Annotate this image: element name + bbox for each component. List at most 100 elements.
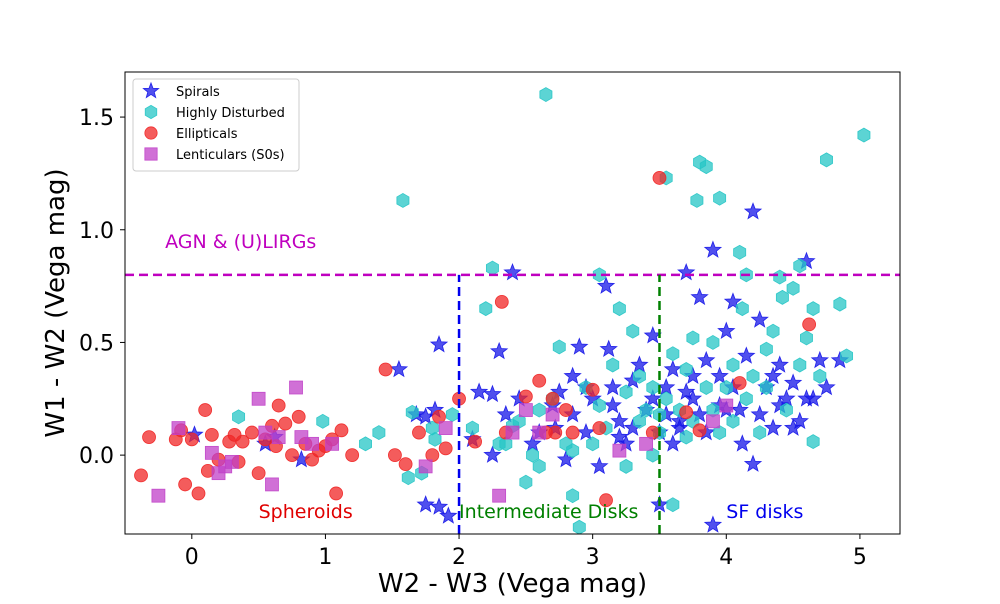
legend-marker-highly-disturbed (145, 105, 157, 118)
intermediate-label: Intermediate Disks (459, 501, 638, 523)
highly-disturbed-point (834, 297, 846, 311)
spirals-point (471, 384, 487, 399)
y-tick-label: 1.0 (79, 219, 114, 244)
sf-disks-label: SF disks (726, 501, 803, 523)
ellipticals-point (143, 431, 156, 444)
highly-disturbed-point (680, 362, 692, 376)
highly-disturbed-point (647, 381, 659, 395)
spirals-point (718, 323, 734, 338)
highly-disturbed-point (359, 437, 371, 451)
ellipticals-point (252, 467, 265, 480)
spirals-point (571, 338, 587, 353)
highly-disturbed-point (680, 430, 692, 444)
ellipticals-point (399, 458, 412, 471)
ellipticals-point (330, 487, 343, 500)
highly-disturbed-point (820, 153, 832, 167)
chart-svg: 0 1 2 3 4 50.00.51.01.5W2 - W3 (Vega mag)W1 -… (0, 0, 1000, 600)
highly-disturbed-point (553, 340, 565, 354)
x-tick-label: 4 (719, 545, 733, 570)
highly-disturbed-point (660, 392, 672, 406)
ellipticals-point (495, 295, 508, 308)
spirals-point (418, 496, 434, 511)
ellipticals-point (335, 424, 348, 437)
lenticulars-s0s-point (439, 422, 452, 435)
scatter-chart: 0 1 2 3 4 5 0.0 0.5 1.0 1.5 W2 - W3 (Vega mag) W1 -… (0, 0, 1000, 600)
highly-disturbed-point (633, 369, 645, 383)
lenticulars-s0s-point (519, 404, 532, 417)
x-tick-label: 3 (586, 545, 600, 570)
series-highly-disturbed (233, 88, 870, 535)
spirals-point (504, 264, 520, 279)
ellipticals-point (693, 424, 706, 437)
ellipticals-point (185, 433, 198, 446)
ellipticals-point (412, 426, 425, 439)
highly-disturbed-point (640, 403, 652, 417)
ellipticals-point (228, 428, 241, 441)
ellipticals-point (292, 410, 305, 423)
spirals-point (391, 361, 407, 376)
ellipticals-point (653, 171, 666, 184)
highly-disturbed-point (691, 193, 703, 207)
spirals-point (734, 435, 750, 450)
ellipticals-point (586, 383, 599, 396)
ellipticals-point (205, 428, 218, 441)
spirals-point (752, 406, 768, 421)
highly-disturbed-point (807, 435, 819, 449)
highly-disturbed-point (858, 128, 870, 142)
x-axis-label: W2 - W3 (Vega mag) (378, 569, 647, 599)
highly-disturbed-point (593, 399, 605, 413)
ellipticals-point (346, 449, 359, 462)
spirals-point (745, 456, 761, 471)
lenticulars-s0s-point (152, 489, 165, 502)
highly-disturbed-point (620, 459, 632, 473)
ellipticals-point (179, 478, 192, 491)
highly-disturbed-point (526, 448, 538, 462)
highly-disturbed-point (736, 302, 748, 316)
highly-disturbed-point (533, 403, 545, 417)
ellipticals-point (680, 406, 693, 419)
ellipticals-point (439, 442, 452, 455)
highly-disturbed-point (587, 437, 599, 451)
highly-disturbed-point (794, 259, 806, 273)
highly-disturbed-point (807, 302, 819, 316)
highly-disturbed-point (767, 324, 779, 338)
highly-disturbed-point (707, 335, 719, 349)
spirals-point (812, 352, 828, 367)
ellipticals-point (245, 426, 258, 439)
ellipticals-point (192, 487, 205, 500)
ellipticals-point (135, 469, 148, 482)
highly-disturbed-point (466, 421, 478, 435)
spirals-point (752, 311, 768, 326)
spirals-point (601, 341, 617, 356)
lenticulars-s0s-point (706, 415, 719, 428)
highly-disturbed-point (727, 358, 739, 372)
lenticulars-s0s-point (419, 460, 432, 473)
x-tick-label: 0 (185, 545, 199, 570)
highly-disturbed-point (754, 426, 766, 440)
ellipticals-point (519, 390, 532, 403)
highly-disturbed-point (774, 270, 786, 284)
ellipticals-point (533, 374, 546, 387)
legend-label-lenticulars-s0s: Lenticulars (S0s) (176, 148, 285, 163)
lenticulars-s0s-point (225, 455, 238, 468)
highly-disturbed-point (613, 302, 625, 316)
spirals-point (591, 458, 607, 473)
spirals-point (691, 289, 707, 304)
highly-disturbed-point (533, 459, 545, 473)
spheroids-label: Spheroids (259, 501, 353, 523)
highly-disturbed-point (840, 349, 852, 363)
highly-disturbed-point (620, 385, 632, 399)
spirals-point (705, 242, 721, 257)
highly-disturbed-point (687, 331, 699, 345)
lenticulars-s0s-point (326, 437, 339, 450)
highly-disturbed-point (747, 369, 759, 383)
highly-disturbed-point (776, 290, 788, 304)
ellipticals-point (272, 399, 285, 412)
highly-disturbed-point (540, 88, 552, 102)
spirals-point (738, 347, 754, 362)
legend-label-highly-disturbed: Highly Disturbed (176, 106, 285, 121)
ellipticals-point (388, 449, 401, 462)
spirals-point (605, 397, 621, 412)
lenticulars-s0s-point (306, 437, 319, 450)
lenticulars-s0s-point (546, 408, 559, 421)
